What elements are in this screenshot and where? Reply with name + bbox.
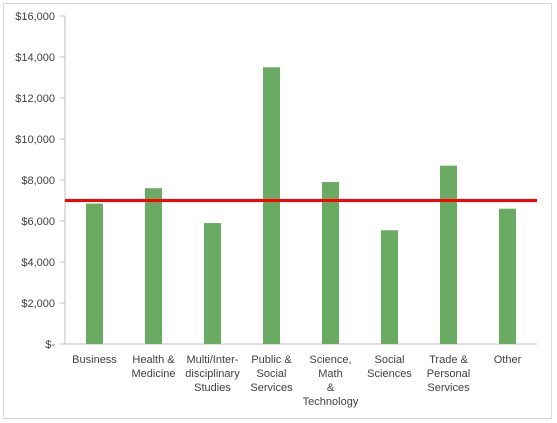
bar <box>204 223 221 344</box>
x-tick-label-line: Business <box>72 354 117 366</box>
y-tick-label: $12,000 <box>15 93 55 105</box>
x-tick-label: Science, Math & Technology <box>303 354 359 408</box>
x-tick-label: Public & Social Services <box>250 354 293 394</box>
y-tick-label: $8,000 <box>21 175 55 187</box>
x-tick-label-line: Multi/Inter- <box>187 354 239 366</box>
x-tick-label-line: disciplinary <box>185 368 240 380</box>
y-tick-label: $10,000 <box>15 134 55 146</box>
x-tick-label-line: Social <box>375 354 405 366</box>
bar <box>86 203 103 344</box>
x-tick-label-line: Public & <box>251 354 292 366</box>
x-tick-label-line: Other <box>494 354 522 366</box>
x-tick-label-line: Services <box>427 382 470 394</box>
x-tick-label-line: Services <box>250 382 293 394</box>
x-tick-label-line: Sciences <box>367 368 412 380</box>
x-tick-label-line: Math <box>318 368 342 380</box>
x-tick-label-line: & <box>327 382 335 394</box>
bar <box>440 165 457 344</box>
x-tick-label-line: Trade & <box>429 354 468 366</box>
x-tick-label-line: Social <box>257 368 287 380</box>
x-tick-label-line: Studies <box>194 382 231 394</box>
x-tick-label-line: Science, <box>309 354 351 366</box>
y-tick-label: $4,000 <box>21 257 55 269</box>
x-tick-label: Trade & Personal Services <box>427 354 470 394</box>
x-tick-label-line: Technology <box>303 396 359 408</box>
x-tick-label: Health & Medicine <box>131 354 175 380</box>
x-tick-label: Multi/Inter-disciplinary Studies <box>185 354 240 394</box>
x-tick-label: Social Sciences <box>367 354 412 380</box>
bar <box>322 182 339 344</box>
x-tick-label-line: Health & <box>132 354 175 366</box>
bar <box>381 230 398 344</box>
x-tick-label: Other <box>494 354 522 366</box>
bar <box>499 208 516 344</box>
y-tick-label: $16,000 <box>15 11 55 23</box>
x-tick-label-line: Medicine <box>131 368 175 380</box>
y-tick-label: $6,000 <box>21 216 55 228</box>
y-tick-label: $- <box>45 339 55 351</box>
bar <box>263 67 280 344</box>
y-tick-label: $14,000 <box>15 52 55 64</box>
x-tick-label: Business <box>72 354 117 366</box>
x-tick-label-line: Personal <box>427 368 470 380</box>
y-tick-label: $2,000 <box>21 298 55 310</box>
bar <box>145 188 162 344</box>
